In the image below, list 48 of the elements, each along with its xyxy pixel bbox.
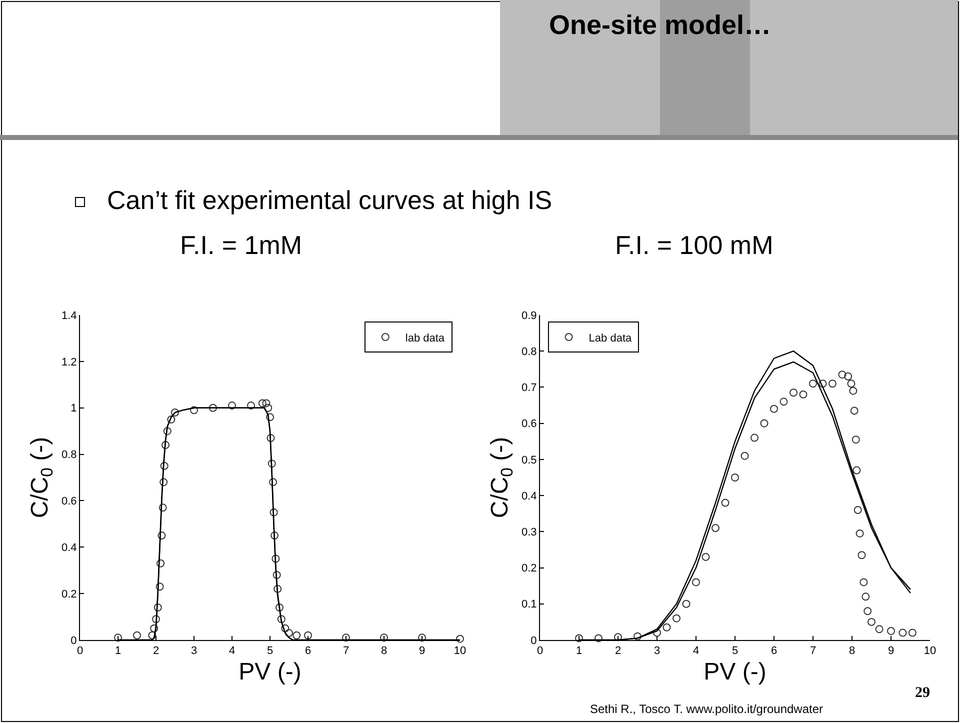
x-tick-label: 1 [114, 645, 122, 658]
x-tick-label: 3 [190, 645, 198, 658]
y-tick-label: 0.6 [522, 418, 537, 430]
y-tick-label: 0.8 [62, 449, 77, 462]
x-tick-label: 2 [152, 645, 160, 658]
x-tick-label: 10 [454, 645, 466, 658]
y-tick-label: 0.2 [522, 562, 537, 575]
y-tick-label: 1.4 [62, 310, 77, 322]
x-tick-label: 2 [614, 645, 622, 658]
x-tick-label: 6 [304, 645, 312, 658]
y-tick-label: 0.4 [522, 490, 537, 502]
x-tick-label: 8 [380, 645, 388, 658]
text: Sethi R., Tosco T. www.polito.it/groundwater [590, 702, 824, 716]
text: Can’t fit experimental curves at high IS [75, 185, 552, 216]
y-tick-label: 0.2 [62, 588, 77, 600]
y-tick-label: 0.8 [522, 346, 537, 358]
y-tick-label: 0.6 [62, 496, 77, 508]
y-tick-label: 0 [70, 634, 77, 647]
x-tick-label: 6 [770, 645, 778, 658]
x-tick-label: 5 [266, 645, 274, 658]
x-axis-title: PV (-) [704, 658, 766, 686]
x-tick-label: 8 [848, 645, 856, 658]
x-tick-label: 4 [692, 645, 700, 658]
x-axis-title: PV (-) [238, 658, 302, 686]
y-tick-label: 0.7 [522, 382, 537, 394]
text: 29 [915, 685, 930, 702]
chart-title: F.I. = 1mM [180, 230, 302, 261]
text: One-site model… [548, 10, 772, 41]
y-tick-label: 0.1 [522, 598, 537, 611]
legend-label: Lab data [588, 332, 632, 344]
x-tick-label: 5 [732, 645, 738, 658]
x-tick-label: 10 [924, 645, 936, 658]
y-tick-label: 0.3 [522, 526, 537, 539]
x-tick-label: 3 [654, 645, 660, 658]
x-tick-label: 9 [418, 645, 426, 658]
y-tick-label: 0.5 [522, 454, 537, 466]
y-tick-label: 0 [530, 634, 537, 647]
x-tick-label: 7 [810, 645, 816, 658]
y-tick-label: 1.2 [62, 356, 77, 368]
chart-title: F.I. = 100 mM [615, 230, 774, 261]
y-tick-label: 0.4 [62, 542, 77, 554]
x-tick-label: 7 [342, 645, 350, 658]
x-tick-label: 9 [888, 645, 894, 658]
x-tick-label: 1 [576, 645, 582, 658]
x-tick-label: 4 [228, 645, 236, 658]
y-tick-label: 0.9 [522, 310, 537, 322]
y-tick-label: 1 [70, 402, 77, 415]
legend-label: lab data [405, 332, 446, 344]
